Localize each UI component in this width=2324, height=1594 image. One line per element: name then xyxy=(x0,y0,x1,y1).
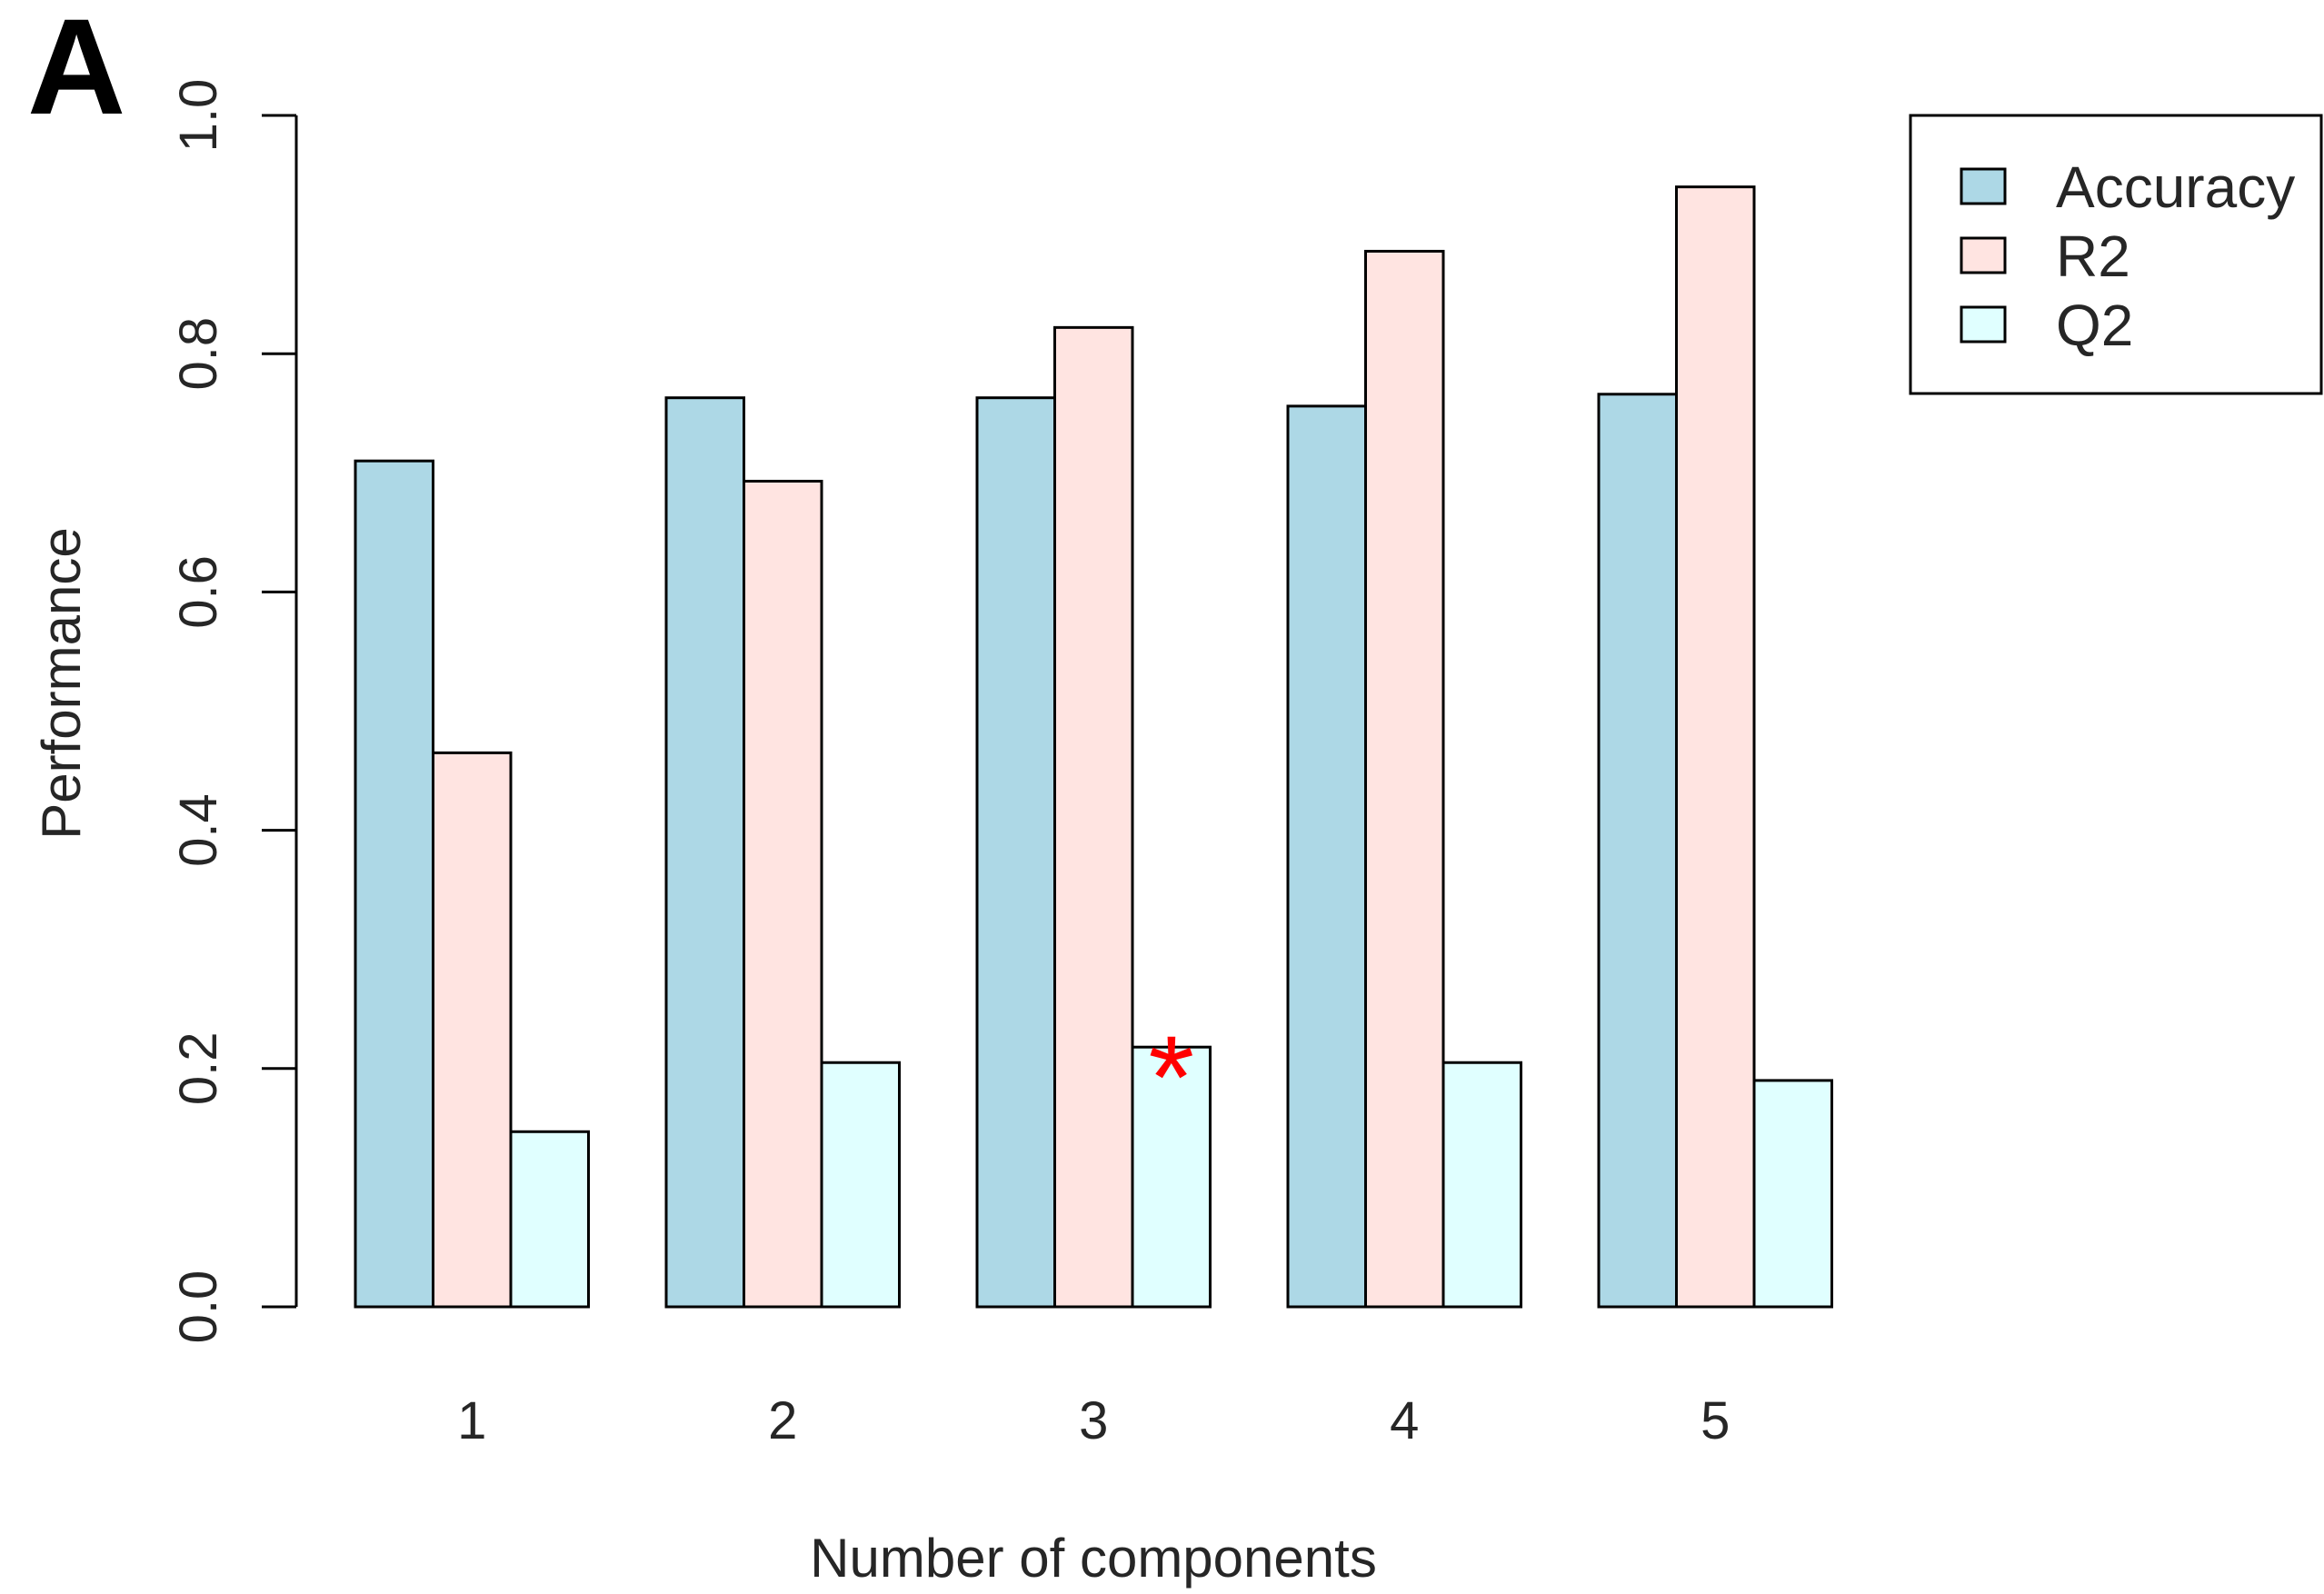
y-axis-label: Performance xyxy=(31,527,92,839)
y-tick-label-3: 0.6 xyxy=(169,555,228,629)
bar-r2-1 xyxy=(432,751,513,1309)
x-tick-label-2: 2 xyxy=(768,1391,797,1450)
y-tick-label-0: 0.0 xyxy=(169,1270,228,1344)
x-axis-label: Number of components xyxy=(810,1528,1377,1589)
bar-q2-5 xyxy=(1752,1079,1833,1309)
bar-q2-3 xyxy=(1131,1045,1212,1309)
bar-r2-2 xyxy=(743,479,823,1309)
bar-accuracy-4 xyxy=(1286,404,1367,1309)
x-tick-label-3: 3 xyxy=(1079,1391,1108,1450)
y-tick-label-1: 0.2 xyxy=(169,1031,228,1105)
bar-q2-2 xyxy=(820,1061,901,1309)
bar-r2-5 xyxy=(1675,185,1756,1309)
bar-accuracy-2 xyxy=(664,396,745,1309)
bar-accuracy-1 xyxy=(354,459,434,1309)
x-tick-label-1: 1 xyxy=(457,1391,486,1450)
y-tick-label-5: 1.0 xyxy=(169,79,228,153)
y-tick-label-2: 0.4 xyxy=(169,793,228,867)
bar-accuracy-5 xyxy=(1597,393,1678,1309)
legend-label-r2: R2 xyxy=(2056,224,2130,289)
x-tick-label-4: 4 xyxy=(1390,1391,1419,1450)
bars: * xyxy=(354,185,1833,1309)
bar-q2-4 xyxy=(1441,1061,1522,1309)
legend-swatch-q2 xyxy=(1960,305,2007,344)
bar-r2-4 xyxy=(1364,249,1445,1309)
bar-r2-3 xyxy=(1053,325,1134,1309)
legend-swatch-r2 xyxy=(1960,236,2007,274)
legend-swatch-accuracy xyxy=(1960,167,2007,205)
y-axis: 0.0 0.2 0.4 0.6 0.8 1.0 xyxy=(169,79,298,1344)
y-tick-label-4: 0.8 xyxy=(169,317,228,391)
bar-accuracy-3 xyxy=(975,396,1056,1309)
x-axis: 1 2 3 4 5 xyxy=(457,1391,1730,1450)
legend-label-q2: Q2 xyxy=(2056,293,2133,358)
bar-q2-1 xyxy=(509,1130,590,1309)
significance-marker: * xyxy=(1148,1011,1194,1143)
panel-label: A xyxy=(27,0,125,143)
x-tick-label-5: 5 xyxy=(1701,1391,1730,1450)
legend-label-accuracy: Accuracy xyxy=(2056,154,2295,220)
